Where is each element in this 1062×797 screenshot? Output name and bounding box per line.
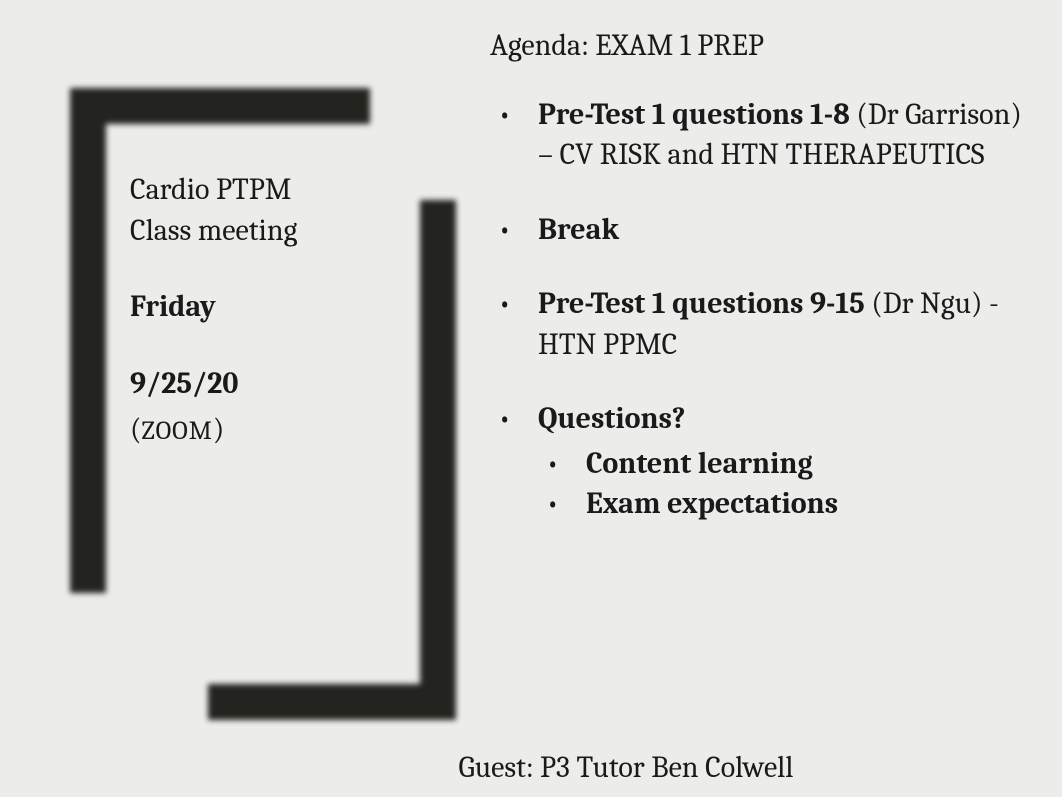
agenda-item: Pre-Test 1 questions 9-15 (Dr Ngu) - HTN…	[490, 284, 1030, 365]
agenda-item: Break	[490, 210, 1030, 251]
agenda-item-bold: Break	[538, 212, 619, 247]
agenda-subitem: Content learning	[538, 444, 1030, 485]
agenda-sublist: Content learning Exam expectations	[538, 444, 1030, 525]
meeting-location: (ZOOM)	[130, 410, 430, 451]
meeting-day: Friday	[130, 287, 430, 328]
agenda-subitem: Exam expectations	[538, 484, 1030, 525]
agenda-subitem-text: Exam expectations	[586, 486, 838, 521]
agenda-list: Pre-Test 1 questions 1-8 (Dr Garrison) –…	[490, 95, 1030, 525]
agenda-item: Pre-Test 1 questions 1-8 (Dr Garrison) –…	[490, 95, 1030, 176]
class-title-line2: Class meeting	[130, 211, 430, 252]
agenda-block: Agenda: EXAM 1 PREP Pre-Test 1 questions…	[490, 26, 1030, 525]
agenda-item-bold: Pre-Test 1 questions 9-15	[538, 286, 865, 321]
agenda-item-bold: Pre-Test 1 questions 1-8	[538, 97, 850, 132]
class-title-line1: Cardio PTPM	[130, 170, 430, 211]
paren-close: )	[213, 412, 224, 447]
meeting-date: 9/25/20	[130, 364, 430, 405]
agenda-item-bold: Questions?	[538, 401, 685, 436]
paren-open: (	[130, 412, 141, 447]
agenda-title: Agenda: EXAM 1 PREP	[490, 26, 1030, 67]
agenda-item: Questions? Content learning Exam expecta…	[490, 399, 1030, 525]
meeting-info: Cardio PTPM Class meeting Friday 9/25/20…	[130, 170, 430, 451]
guest-line: Guest: P3 Tutor Ben Colwell	[0, 750, 1062, 785]
zoom-text: ZOOM	[141, 416, 212, 446]
agenda-subitem-text: Content learning	[586, 446, 813, 481]
